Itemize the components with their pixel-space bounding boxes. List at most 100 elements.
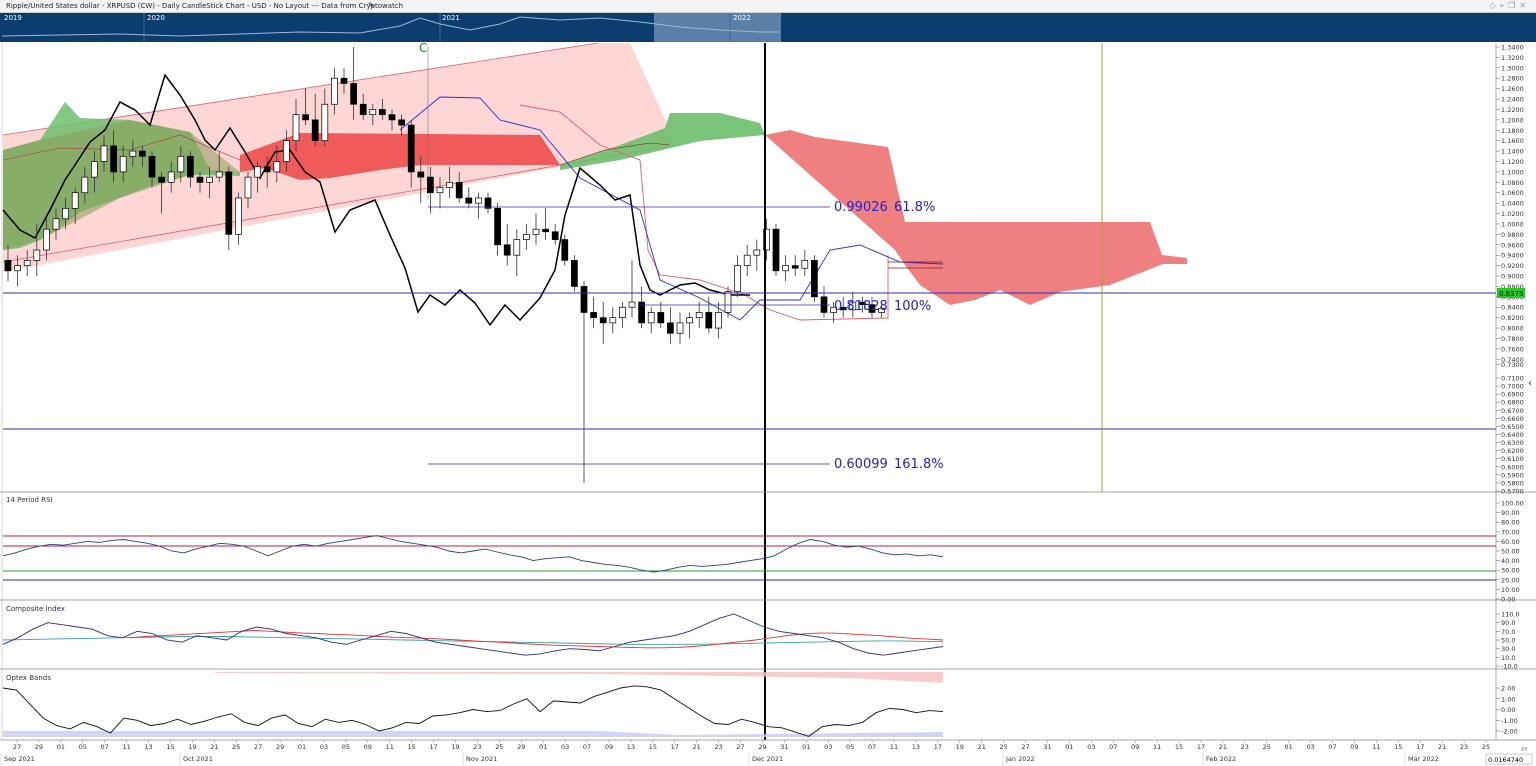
- date-tick-label: 21: [1438, 743, 1446, 751]
- optex-upper-band: [215, 672, 943, 683]
- candle-body: [33, 249, 41, 261]
- candle-body: [676, 322, 684, 334]
- date-tick-label: 15: [1175, 743, 1183, 751]
- price-tick-label: 0.6100: [1501, 455, 1524, 463]
- date-tick-label: 03: [320, 743, 328, 751]
- price-tick-label: 1.3400: [1501, 44, 1524, 52]
- candle-body: [580, 286, 588, 313]
- axis-tick-label: 70.00: [1501, 528, 1520, 536]
- candle-body: [417, 171, 425, 178]
- price-panel: C 0.99026 61.8% 0.81828 100% 0.60099 161…: [2, 41, 1496, 492]
- date-tick-label: 21: [978, 743, 986, 751]
- candle-body: [849, 301, 857, 311]
- candle-body: [705, 312, 713, 329]
- date-tick-label: 07: [1109, 743, 1117, 751]
- date-tick-label: 29: [276, 743, 284, 751]
- candle-body: [743, 254, 751, 266]
- restore-icon[interactable]: ❐: [1508, 1, 1520, 10]
- price-tick-label: 0.6300: [1501, 439, 1524, 447]
- candle-body: [369, 109, 377, 116]
- date-axis[interactable]: 27 29 01 05 07 11 13 15 19 21 25 27 29 01 03 05 09 11 15 17…: [0, 740, 1490, 766]
- candle-body: [350, 83, 357, 105]
- date-tick-label: 15: [649, 743, 657, 751]
- month-label: Jan 2022: [1005, 755, 1035, 763]
- price-tick-label: 1.1800: [1501, 127, 1524, 135]
- candle-body: [215, 171, 223, 178]
- pin-icon[interactable]: ⌖: [1499, 1, 1509, 10]
- candle-body: [513, 239, 521, 256]
- overview-navigator[interactable]: 2019 2020 2021 2022: [0, 13, 1536, 42]
- axis-tick-label: 90.00: [1501, 509, 1520, 517]
- candle-body: [4, 260, 12, 272]
- candle-body: [436, 187, 444, 194]
- close-icon[interactable]: ✕: [1519, 1, 1530, 10]
- price-tick-label: 0.5800: [1501, 479, 1524, 487]
- candle-body: [206, 176, 213, 183]
- month-label: Mar 2022: [1408, 755, 1439, 763]
- diamond-icon[interactable]: ◇: [1489, 1, 1500, 10]
- candle-body: [686, 317, 693, 324]
- composite-axis: 110.090.070.050.030.010.0-10.0: [1496, 611, 1520, 671]
- axis-tick-label: 60.00: [1501, 538, 1520, 546]
- candle-body: [859, 301, 866, 305]
- candle-body: [235, 197, 242, 235]
- candle-body: [81, 176, 89, 194]
- candle-body: [695, 312, 703, 319]
- candle-body: [475, 197, 482, 204]
- date-tick-label: 21: [1219, 743, 1227, 751]
- price-tick-label: 0.6800: [1501, 399, 1524, 407]
- date-tick-label: 19: [188, 743, 196, 751]
- candle-body: [23, 260, 31, 266]
- candle-body: [878, 307, 885, 313]
- price-axis[interactable]: 1.3400 1.3200 1.3000 1.2800 1.2600 1.2400 1.22…: [1496, 44, 1524, 496]
- price-tick-label: 1.1400: [1501, 148, 1524, 156]
- date-tick-label: 01: [539, 743, 547, 751]
- candle-body: [273, 161, 281, 173]
- candle-body: [129, 150, 137, 157]
- candle-body: [379, 109, 386, 116]
- candle-body: [187, 155, 194, 178]
- candle-body: [91, 161, 98, 178]
- candle-body: [523, 234, 530, 240]
- date-tick-label: 07: [868, 743, 876, 751]
- date-tick-label: 27: [13, 743, 21, 751]
- candle-body: [407, 124, 415, 173]
- price-tick-label: 0.8400: [1501, 304, 1524, 312]
- ichimoku-cloud-future: [765, 130, 1187, 305]
- date-tick-label: 03: [824, 743, 832, 751]
- price-tick-label: 0.5700: [1501, 488, 1524, 496]
- fib-pct: 100%: [894, 299, 931, 314]
- overview-line: [1, 16, 780, 37]
- price-tick-label: 0.6600: [1501, 415, 1524, 423]
- date-tick-label: 13: [912, 743, 920, 751]
- price-tick-label: 1.2800: [1501, 75, 1524, 83]
- candle-body: [196, 176, 204, 183]
- date-tick-label: 31: [780, 743, 788, 751]
- date-tick-label: 11: [890, 743, 898, 751]
- panel-title: 14 Period RSI: [6, 496, 53, 504]
- candle-body: [801, 260, 809, 269]
- date-tick-label: 19: [451, 743, 459, 751]
- date-tick-label: 27: [1021, 743, 1029, 751]
- price-tick-label: 0.9200: [1501, 262, 1524, 270]
- candle-body: [782, 265, 789, 272]
- date-tick-label: 29: [517, 743, 525, 751]
- price-tick-label: 0.7000: [1501, 383, 1524, 391]
- pencil-icon[interactable]: ✎: [368, 1, 375, 10]
- date-tick-label: 23: [473, 743, 481, 751]
- price-tick-label: 1.2000: [1501, 116, 1524, 124]
- date-tick-label: 05: [342, 743, 350, 751]
- ichimoku-cloud-red: [240, 133, 560, 180]
- date-tick-label: 09: [1350, 743, 1358, 751]
- axis-tick-label: 50.00: [1501, 548, 1520, 556]
- date-tick-label: 07: [101, 743, 109, 751]
- overview-year: 2021: [442, 14, 460, 22]
- price-tick-label: 1.0800: [1501, 179, 1524, 187]
- candle-body: [638, 301, 645, 324]
- chevron-left-icon[interactable]: ‹: [1528, 378, 1532, 389]
- window-controls[interactable]: ◇⌖❐✕: [1489, 0, 1530, 12]
- overview-highlight[interactable]: [654, 13, 781, 42]
- candle-body: [609, 317, 617, 324]
- candle-body: [71, 192, 79, 209]
